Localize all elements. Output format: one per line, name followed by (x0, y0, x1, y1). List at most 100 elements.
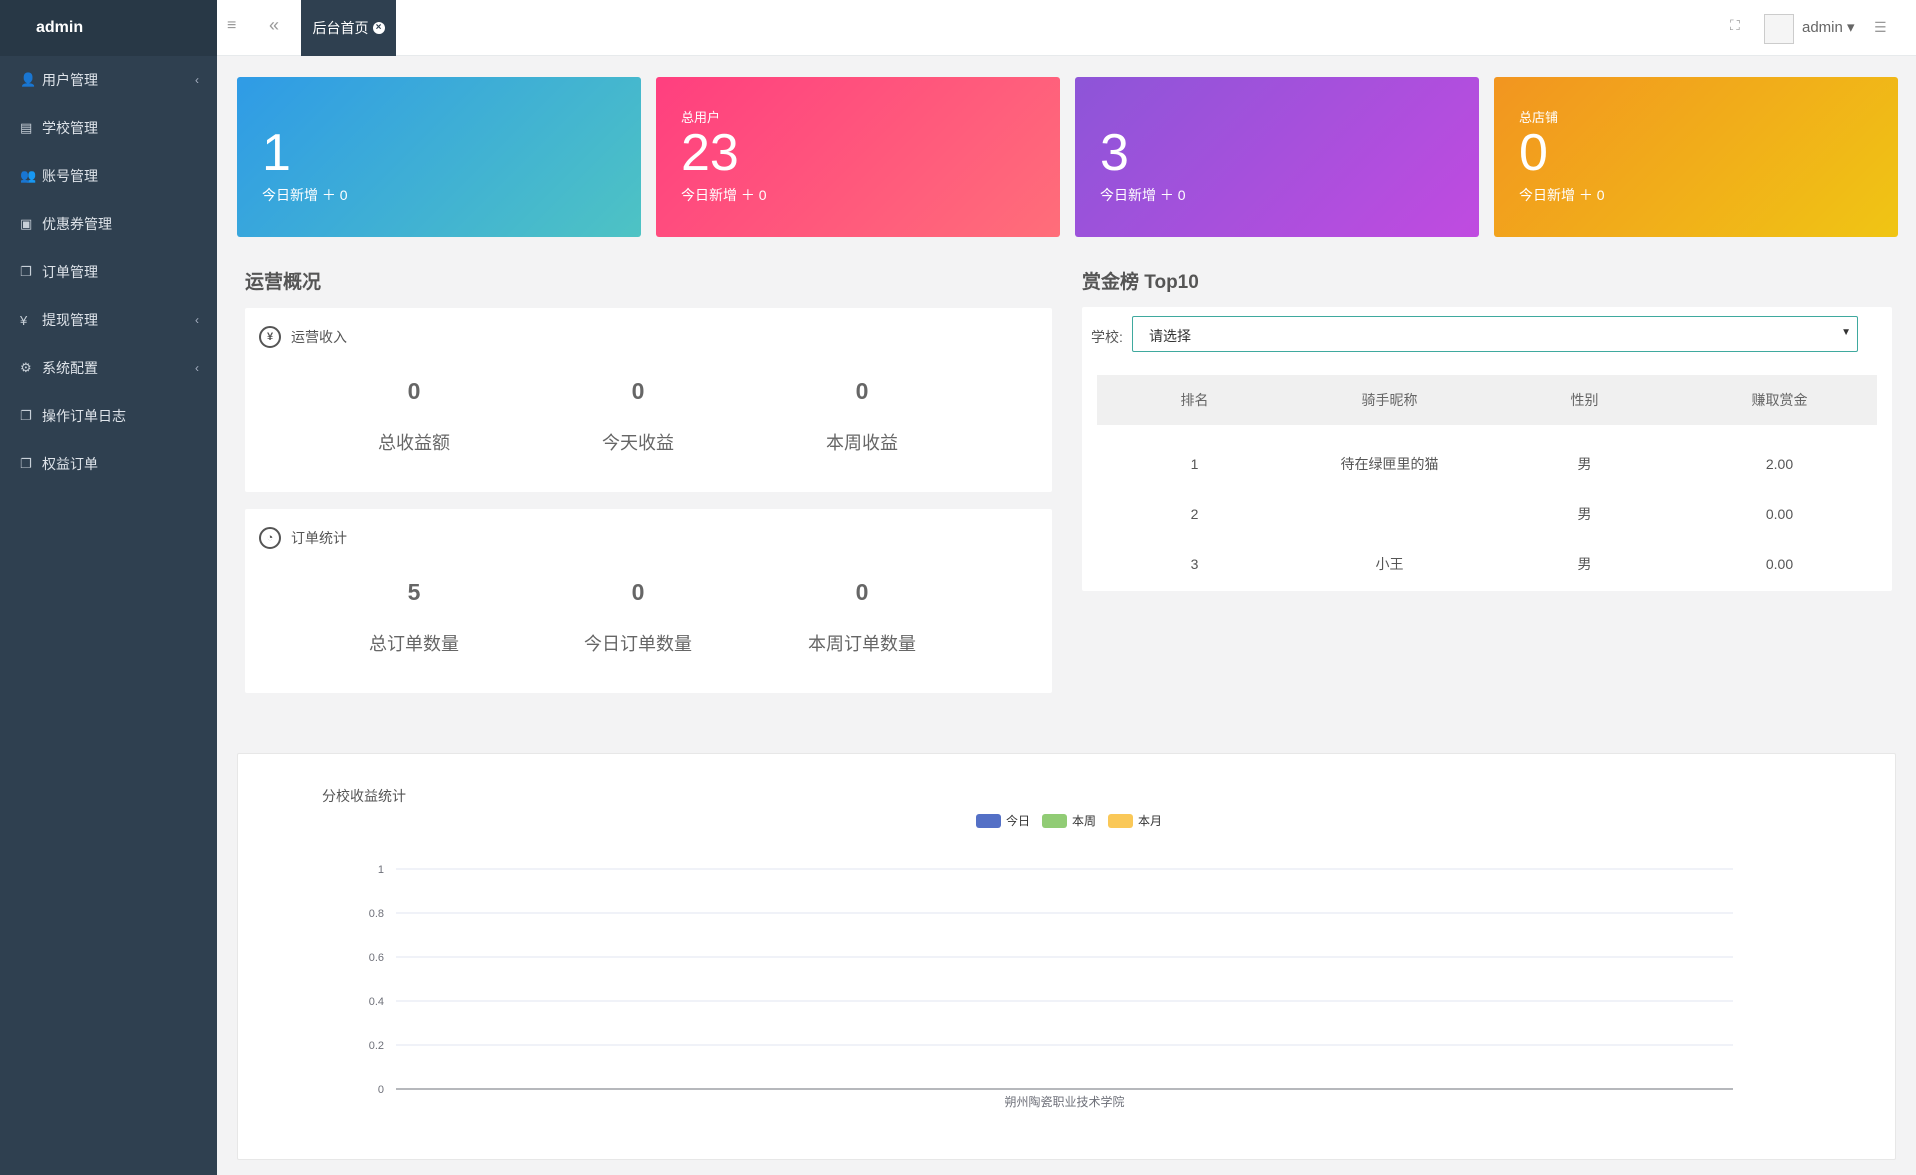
orders-panel: ◔ 订单统计 5 总订单数量 0 今日订单数量 0 本周订单数量 (245, 509, 1052, 693)
chevron-left-icon: ‹ (195, 361, 199, 375)
chevron-left-icon: ‹ (195, 313, 199, 327)
card-label: 总店铺 (1519, 110, 1559, 125)
cell: 男 (1577, 456, 1592, 472)
card-value: 1 (262, 124, 291, 182)
menu-toggle-icon[interactable]: ≡ (227, 17, 237, 34)
y-tick-label: 0.8 (369, 908, 384, 920)
sidebar-item[interactable]: 👤 用户管理 ‹ (0, 56, 217, 104)
legend-swatch (1042, 813, 1068, 828)
card-label (1100, 107, 1454, 125)
stat-label: 总收益额 (378, 433, 450, 453)
legend-item[interactable]: 本月 (1108, 812, 1162, 829)
stat-label: 本周订单数量 (808, 634, 916, 654)
copy-icon: ❐ (20, 264, 32, 279)
table-row: 2 男 0.00 (1097, 489, 1877, 539)
user-menu[interactable]: admin ▾ (1802, 19, 1855, 36)
back-icon[interactable]: « (269, 15, 280, 35)
card-label: 总用户 (681, 110, 721, 125)
legend-label: 本月 (1138, 814, 1163, 828)
table-row: 3 小王 男 0.00 (1097, 539, 1877, 589)
sidebar-item-label: 优惠券管理 (42, 216, 112, 232)
stat-week-revenue: 0 本周收益 (772, 378, 952, 455)
card-value: 3 (1100, 124, 1129, 182)
school-select[interactable]: 请选择 ▼ (1132, 316, 1858, 352)
card-value: 23 (681, 124, 739, 182)
users-icon: 👥 (20, 168, 37, 183)
chart-panel: 分校收益统计 今日 本周 本月 0 0.2 0.4 0.6 0.8 1 朔州陶瓷职业技术学院 (237, 753, 1896, 1160)
user-icon: 👤 (20, 72, 37, 87)
cell: 0.00 (1765, 506, 1794, 522)
stat-card: 总店铺 0 今日新增 ＋ 0 (1494, 77, 1898, 237)
sidebar-item[interactable]: ❐ 订单管理 (0, 248, 217, 296)
sidebar-item[interactable]: ▤ 学校管理 (0, 104, 217, 152)
stat-value: 0 (407, 378, 421, 404)
sidebar-item[interactable]: ⚙ 系统配置 ‹ (0, 344, 217, 392)
list-icon[interactable]: ☰ (1874, 19, 1887, 35)
col-header: 赚取赏金 (1751, 392, 1808, 408)
sidebar-item[interactable]: ¥ 提现管理 ‹ (0, 296, 217, 344)
sidebar-item-label: 用户管理 (42, 72, 98, 88)
revenue-heading: ¥ 运营收入 (259, 326, 347, 348)
orders-heading-label: 订单统计 (291, 530, 347, 546)
cell: 0.00 (1765, 556, 1794, 572)
stat-value: 0 (855, 378, 869, 404)
tab-home[interactable]: 后台首页 × (301, 0, 396, 56)
tab-home-label: 后台首页 (312, 20, 369, 36)
stat-card: 1 今日新增 ＋ 0 (237, 77, 641, 237)
sidebar-item[interactable]: ❐ 权益订单 (0, 440, 217, 488)
card-sub: 今日新增 ＋ 0 (1519, 187, 1605, 203)
building-icon: ▤ (20, 120, 33, 135)
y-tick-label: 0.2 (369, 1040, 384, 1052)
orders-heading: ◔ 订单统计 (259, 527, 347, 549)
cell: 2 (1190, 506, 1199, 522)
caret-down-icon: ▼ (1841, 327, 1851, 338)
cell: 1 (1190, 456, 1199, 472)
legend-item[interactable]: 今日 (976, 812, 1030, 829)
stat-label: 本周收益 (826, 433, 898, 453)
ranking-table: 排名 骑手昵称 性别 赚取赏金 1 待在绿匣里的猫 男 2.00 2 男 0.0… (1097, 375, 1877, 589)
sidebar-item-label: 系统配置 (42, 360, 98, 376)
card-sub: 今日新增 ＋ 0 (681, 187, 767, 203)
stat-value: 5 (407, 579, 421, 605)
chart-title: 分校收益统计 (322, 788, 406, 804)
stat-card: 3 今日新增 ＋ 0 (1075, 77, 1479, 237)
sidebar-item[interactable]: ❐ 操作订单日志 (0, 392, 217, 440)
sidebar-item[interactable]: ▣ 优惠券管理 (0, 200, 217, 248)
stat-total-orders: 5 总订单数量 (324, 579, 504, 656)
revenue-heading-label: 运营收入 (291, 329, 347, 345)
stat-card: 总用户 23 今日新增 ＋ 0 (656, 77, 1060, 237)
avatar[interactable] (1764, 14, 1794, 44)
stat-today-orders: 0 今日订单数量 (548, 579, 728, 656)
legend-item[interactable]: 本周 (1042, 812, 1096, 829)
card-value: 0 (1519, 124, 1548, 182)
stat-total-revenue: 0 总收益额 (324, 378, 504, 455)
chart-plot: 0 0.2 0.4 0.6 0.8 1 朔州陶瓷职业技术学院 (369, 864, 1733, 1109)
sidebar-item-label: 操作订单日志 (42, 408, 126, 424)
sidebar-item-label: 订单管理 (42, 264, 98, 280)
school-select-value: 请选择 (1149, 328, 1191, 344)
legend-swatch (976, 813, 1001, 828)
fullscreen-icon[interactable]: ⛶ (1730, 17, 1740, 33)
y-tick-label: 0 (378, 1084, 384, 1096)
sidebar: admin 👤 用户管理 ‹ ▤ 学校管理 👥 账号管理 ▣ 优惠券管理 ❐ 订单管理 ¥ 提现管理 ‹ ⚙… (0, 0, 217, 1175)
cell: 3 (1190, 556, 1199, 572)
sidebar-item-label: 提现管理 (42, 312, 98, 328)
col-header: 骑手昵称 (1361, 392, 1418, 408)
stat-label: 总订单数量 (369, 634, 459, 654)
close-icon[interactable]: × (372, 22, 385, 34)
card-label (262, 107, 616, 125)
cell: 2.00 (1765, 456, 1794, 472)
stat-value: 0 (855, 579, 869, 605)
sidebar-item-label: 账号管理 (42, 168, 98, 184)
cell: 待在绿匣里的猫 (1340, 456, 1439, 472)
topbar: ≡ « 后台首页 × ⛶ admin ▾ ☰ (217, 0, 1916, 56)
pie-chart-icon: ◔ (259, 527, 281, 549)
cell: 男 (1577, 506, 1592, 522)
card-sub: 今日新增 ＋ 0 (1100, 187, 1186, 203)
y-tick-label: 0.4 (369, 996, 384, 1008)
stat-label: 今天收益 (602, 433, 674, 453)
sidebar-item[interactable]: 👥 账号管理 (0, 152, 217, 200)
x-tick-label: 朔州陶瓷职业技术学院 (1004, 1094, 1124, 1109)
stat-week-orders: 0 本周订单数量 (772, 579, 952, 656)
y-tick-label: 0.6 (369, 952, 384, 964)
